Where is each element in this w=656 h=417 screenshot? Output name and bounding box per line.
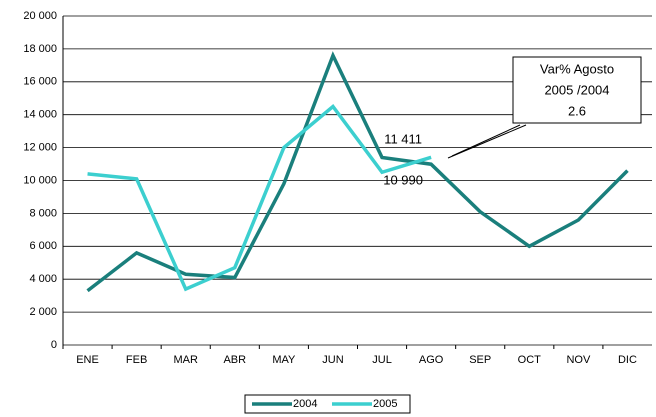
- x-tick-label: NOV: [566, 354, 591, 366]
- y-tick-label: 8 000: [29, 207, 57, 219]
- x-tick-label: FEB: [126, 354, 147, 366]
- y-tick-label: 12 000: [23, 142, 57, 154]
- annotation-arrow: [447, 124, 527, 159]
- x-tick-label: JUN: [322, 354, 343, 366]
- x-tick-label: MAR: [173, 354, 198, 366]
- x-tick-label: ABR: [223, 354, 246, 366]
- x-tick-label: OCT: [518, 354, 542, 366]
- y-tick-label: 2 000: [29, 306, 57, 318]
- annotation-text: Var% Agosto: [540, 61, 614, 76]
- y-tick-label: 20 000: [23, 10, 57, 22]
- x-tick-label: ENE: [76, 354, 99, 366]
- x-tick-label: MAY: [272, 354, 296, 366]
- annotation-arrow: [451, 124, 521, 157]
- y-tick-label: 14 000: [23, 109, 57, 121]
- legend-label: 2004: [293, 398, 317, 410]
- annotation-box: [512, 56, 642, 124]
- data-label: 11 411: [384, 132, 422, 147]
- y-tick-label: 10 000: [23, 174, 57, 186]
- y-tick-label: 4 000: [29, 273, 57, 285]
- x-tick-label: JUL: [372, 354, 392, 366]
- series-line: [87, 103, 432, 292]
- y-tick-label: 18 000: [23, 43, 57, 55]
- annotation-text: 2005 /2004: [544, 82, 609, 97]
- y-tick-label: 0: [51, 339, 57, 351]
- legend-label: 2005: [373, 398, 397, 410]
- y-tick-label: 6 000: [29, 240, 57, 252]
- y-tick-label: 16 000: [23, 76, 57, 88]
- x-tick-label: AGO: [419, 354, 444, 366]
- x-tick-label: DIC: [618, 354, 637, 366]
- x-tick-label: SEP: [469, 354, 491, 366]
- legend-box: [244, 394, 411, 414]
- annotation-text: 2.6: [568, 103, 586, 118]
- data-label: 10 990: [383, 173, 423, 188]
